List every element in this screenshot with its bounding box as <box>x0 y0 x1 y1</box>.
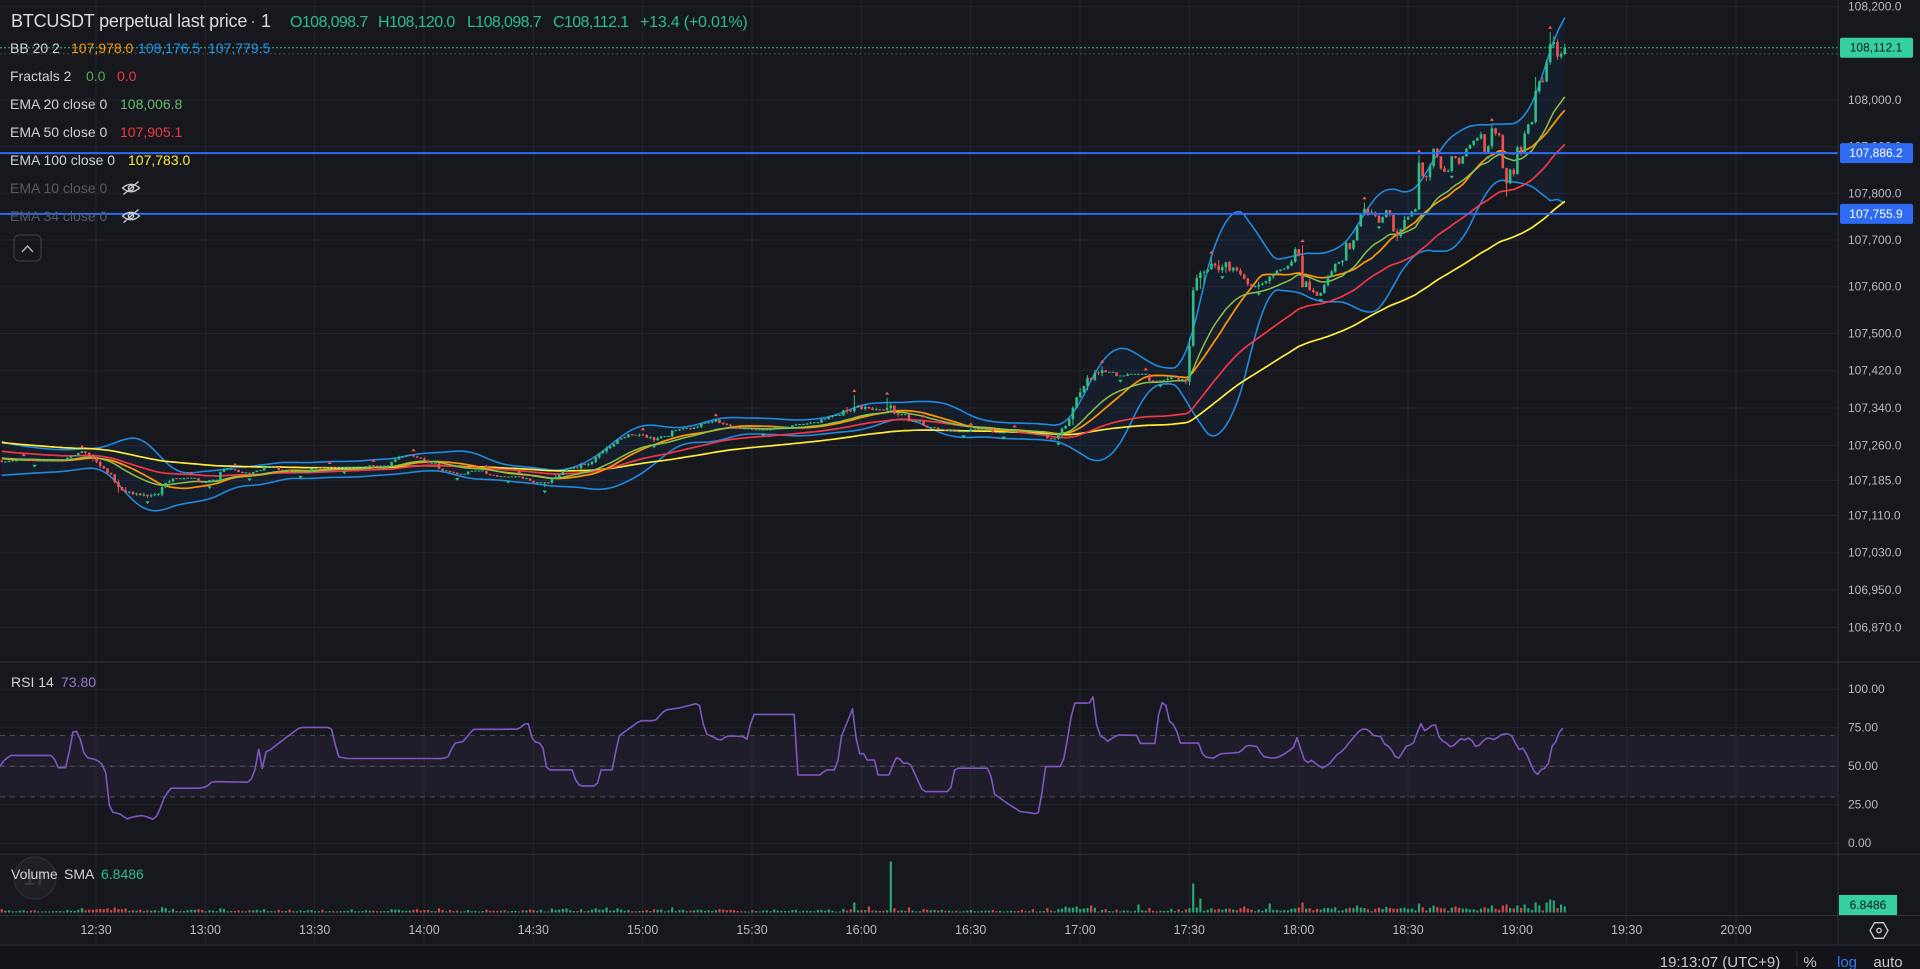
svg-text:19:00: 19:00 <box>1502 923 1533 937</box>
svg-text:EMA 50 close 0: EMA 50 close 0 <box>10 124 107 140</box>
svg-text:EMA 34 close 0: EMA 34 close 0 <box>10 208 107 224</box>
svg-text:EMA 10 close 0: EMA 10 close 0 <box>10 180 107 196</box>
svg-text:107,700.0: 107,700.0 <box>1848 233 1902 247</box>
svg-text:107,500.0: 107,500.0 <box>1848 326 1902 340</box>
svg-text:0.00: 0.00 <box>1848 836 1872 850</box>
svg-text:15:30: 15:30 <box>736 923 767 937</box>
svg-text:107,260.0: 107,260.0 <box>1848 438 1902 452</box>
svg-text:EMA 20 close 0: EMA 20 close 0 <box>10 96 107 112</box>
svg-text:107,783.0: 107,783.0 <box>128 152 190 168</box>
svg-text:EMA 100 close 0: EMA 100 close 0 <box>10 152 115 168</box>
svg-text:107,978.0: 107,978.0 <box>71 40 133 56</box>
svg-text:108,200.0: 108,200.0 <box>1848 0 1902 14</box>
svg-text:0.0: 0.0 <box>86 68 106 84</box>
svg-text:107,800.0: 107,800.0 <box>1848 186 1902 200</box>
svg-text:108,112.1: 108,112.1 <box>1850 41 1903 55</box>
svg-text:16:00: 16:00 <box>846 923 877 937</box>
svg-text:50.00: 50.00 <box>1848 759 1878 773</box>
svg-text:19:13:07 (UTC+9): 19:13:07 (UTC+9) <box>1660 954 1780 969</box>
svg-text:17:00: 17:00 <box>1064 923 1095 937</box>
svg-text:6.8486: 6.8486 <box>1850 898 1887 912</box>
svg-text:BTCUSDT perpetual last price: BTCUSDT perpetual last price <box>11 11 247 31</box>
svg-text:107,420.0: 107,420.0 <box>1848 364 1902 378</box>
svg-text:15:00: 15:00 <box>627 923 658 937</box>
svg-text:14:00: 14:00 <box>408 923 439 937</box>
svg-text:75.00: 75.00 <box>1848 721 1878 735</box>
svg-text:·: · <box>250 11 256 31</box>
svg-text:108,176.5: 108,176.5 <box>138 40 200 56</box>
svg-text:auto: auto <box>1873 954 1902 969</box>
svg-text:107,600.0: 107,600.0 <box>1848 280 1902 294</box>
svg-text:SMA: SMA <box>64 866 95 882</box>
svg-text:107,030.0: 107,030.0 <box>1848 546 1902 560</box>
svg-text:106,870.0: 106,870.0 <box>1848 620 1902 634</box>
svg-text:107,340.0: 107,340.0 <box>1848 401 1902 415</box>
svg-text:C108,112.1: C108,112.1 <box>553 14 629 31</box>
svg-text:73.80: 73.80 <box>61 674 96 690</box>
svg-text:+13.4 (+0.01%): +13.4 (+0.01%) <box>640 14 748 31</box>
svg-text:H108,120.0: H108,120.0 <box>378 14 455 31</box>
svg-text:18:00: 18:00 <box>1283 923 1314 937</box>
svg-text:14:30: 14:30 <box>518 923 549 937</box>
svg-text:107,185.0: 107,185.0 <box>1848 473 1902 487</box>
svg-text:O108,098.7: O108,098.7 <box>290 14 368 31</box>
svg-text:19:30: 19:30 <box>1611 923 1642 937</box>
svg-text:RSI 14: RSI 14 <box>11 674 54 690</box>
svg-text:17: 17 <box>24 868 46 890</box>
svg-text:L108,098.7: L108,098.7 <box>467 14 542 31</box>
svg-text:13:30: 13:30 <box>299 923 330 937</box>
svg-text:0.0: 0.0 <box>117 68 137 84</box>
svg-text:12:30: 12:30 <box>80 923 111 937</box>
svg-text:17:30: 17:30 <box>1174 923 1205 937</box>
svg-text:107,886.2: 107,886.2 <box>1849 146 1903 160</box>
svg-text:107,110.0: 107,110.0 <box>1848 508 1901 522</box>
svg-text:log: log <box>1837 954 1857 969</box>
svg-text:%: % <box>1803 954 1816 969</box>
svg-text:107,779.5: 107,779.5 <box>208 40 270 56</box>
svg-text:1: 1 <box>261 11 271 31</box>
svg-text:108,006.8: 108,006.8 <box>120 96 182 112</box>
svg-text:Volume: Volume <box>11 866 58 882</box>
svg-text:25.00: 25.00 <box>1848 798 1878 812</box>
svg-text:13:00: 13:00 <box>190 923 221 937</box>
svg-text:108,000.0: 108,000.0 <box>1848 93 1902 107</box>
svg-text:20:00: 20:00 <box>1720 923 1751 937</box>
svg-text:100.00: 100.00 <box>1848 682 1885 696</box>
svg-text:BB 20 2: BB 20 2 <box>10 40 60 56</box>
svg-text:6.8486: 6.8486 <box>101 866 144 882</box>
svg-text:107,905.1: 107,905.1 <box>120 124 182 140</box>
svg-text:107,755.9: 107,755.9 <box>1849 207 1903 221</box>
svg-text:Fractals 2: Fractals 2 <box>10 68 72 84</box>
svg-text:18:30: 18:30 <box>1392 923 1423 937</box>
svg-text:106,950.0: 106,950.0 <box>1848 583 1902 597</box>
svg-text:16:30: 16:30 <box>955 923 986 937</box>
